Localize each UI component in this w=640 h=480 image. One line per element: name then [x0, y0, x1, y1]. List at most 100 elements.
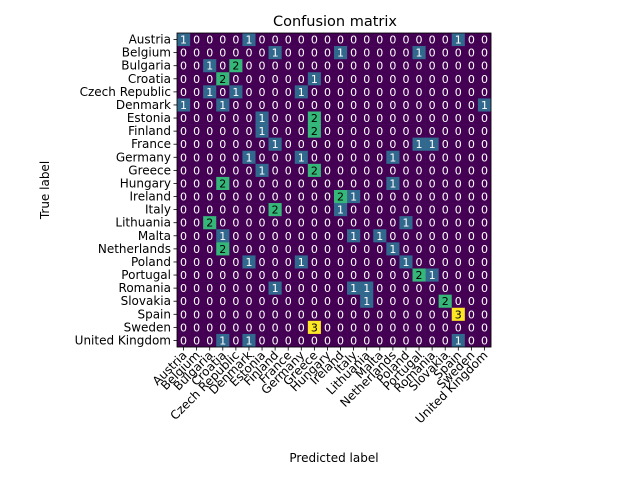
cell-value-label: 0	[455, 86, 462, 99]
cell-value-label: 0	[180, 112, 187, 125]
cell-value-label: 0	[363, 230, 370, 243]
cell-value-label: 0	[429, 151, 436, 164]
cell-value-label: 0	[468, 112, 475, 125]
cell-value-label: 0	[481, 86, 488, 99]
cell-value-label: 0	[298, 138, 305, 151]
cell-value-label: 0	[180, 230, 187, 243]
cell-value-label: 0	[416, 99, 423, 112]
cell-value-label: 0	[193, 230, 200, 243]
heatmap-cell	[399, 255, 413, 269]
heatmap-cell	[334, 333, 348, 348]
cell-value-label: 0	[285, 125, 292, 138]
heatmap-cell	[477, 255, 492, 269]
heatmap-cell	[399, 176, 413, 191]
heatmap-cell	[281, 111, 296, 125]
heatmap-cell	[399, 242, 413, 256]
heatmap-cell	[373, 98, 387, 112]
cell-value-label: 0	[468, 191, 475, 204]
cell-value-label: 0	[324, 321, 331, 334]
cell-value-label: 0	[337, 125, 344, 138]
cell-value-label: 0	[298, 321, 305, 334]
cell-value-label: 0	[245, 217, 252, 230]
cell-value-label: 0	[429, 99, 436, 112]
cell-value-label: 2	[219, 243, 226, 256]
cell-value-label: 0	[350, 125, 357, 138]
cell-value-label: 0	[324, 164, 331, 177]
cell-value-label: 0	[468, 99, 475, 112]
cell-value-label: 0	[298, 230, 305, 243]
cell-value-label: 0	[219, 217, 226, 230]
heatmap-cell	[373, 150, 387, 165]
cell-value-label: 0	[272, 256, 279, 269]
heatmap-cell	[255, 190, 269, 204]
cell-value-label: 0	[298, 334, 305, 347]
heatmap-cell	[347, 46, 361, 60]
heatmap-cell	[334, 72, 348, 86]
cell-value-label: 0	[402, 47, 409, 60]
heatmap-cell	[438, 307, 453, 322]
cell-value-label: 0	[363, 99, 370, 112]
cell-value-label: 0	[481, 230, 488, 243]
heatmap-cell	[320, 59, 335, 73]
cell-value-label: 0	[311, 269, 318, 282]
heatmap-cell	[360, 333, 374, 348]
cell-value-label: 0	[259, 204, 266, 217]
cell-value-label: 0	[376, 295, 383, 308]
heatmap-cell	[307, 150, 322, 165]
cell-value-label: 0	[481, 269, 488, 282]
heatmap-cell	[216, 229, 230, 243]
cell-value-label: 0	[193, 125, 200, 138]
cell-value-label: 0	[350, 73, 357, 86]
heatmap-cell	[268, 98, 282, 112]
heatmap-cell	[255, 111, 269, 125]
cell-value-label: 0	[363, 191, 370, 204]
y-axis-label: True label	[38, 161, 52, 220]
cell-value-label: 1	[206, 86, 213, 99]
heatmap-cell	[281, 216, 296, 230]
cell-annotations: 1 0 0 0 0 1 0 0 0 0 0 0 0 0 0 0 0 0 0 0 0 1 0 00 0 0 0 0 0 0 1 0 0 0 0 1 0 0 0…	[180, 34, 488, 348]
heatmap-cell	[412, 124, 426, 138]
cell-value-label: 0	[193, 73, 200, 86]
heatmap-cell	[347, 203, 361, 217]
cell-value-label: 0	[468, 282, 475, 295]
cell-value-label: 0	[455, 177, 462, 190]
cell-value-label: 0	[311, 191, 318, 204]
cell-value-label: 0	[219, 112, 226, 125]
cell-value-label: 0	[429, 86, 436, 99]
heatmap-cell	[255, 150, 269, 165]
cell-value-label: 1	[245, 256, 252, 269]
cell-value-label: 1	[180, 99, 187, 112]
cell-value-label: 0	[311, 99, 318, 112]
y-tick-label: Belgium	[122, 46, 171, 60]
cell-value-label: 0	[468, 60, 475, 73]
cell-value-label: 0	[442, 230, 449, 243]
heatmap-cell	[438, 46, 453, 60]
cell-value-label: 0	[272, 191, 279, 204]
chart-title: Confusion matrix	[273, 14, 397, 30]
cell-value-label: 0	[219, 151, 226, 164]
cell-value-label: 0	[376, 308, 383, 321]
cell-value-label: 0	[180, 164, 187, 177]
heatmap-cell	[425, 163, 439, 178]
heatmap-cell	[203, 59, 217, 73]
cell-value-label: 0	[455, 230, 462, 243]
cell-value-label: 0	[245, 230, 252, 243]
cell-value-label: 0	[468, 295, 475, 308]
heatmap-cell	[281, 307, 296, 322]
heatmap-cell	[177, 294, 191, 309]
heatmap-cell	[229, 268, 243, 282]
cell-value-label: 0	[363, 321, 370, 334]
cell-value-label: 0	[442, 125, 449, 138]
cell-value-label: 0	[193, 47, 200, 60]
cell-value-label: 0	[442, 112, 449, 125]
heatmap-cell	[294, 33, 309, 47]
cell-value-label: 0	[219, 138, 226, 151]
heatmap-cell	[334, 203, 348, 217]
heatmap-cell	[412, 176, 426, 191]
heatmap-cell	[334, 255, 348, 269]
cell-value-label: 1	[363, 282, 370, 295]
heatmap-cell	[320, 98, 335, 112]
heatmap-cell	[177, 163, 191, 178]
cell-value-label: 0	[193, 269, 200, 282]
